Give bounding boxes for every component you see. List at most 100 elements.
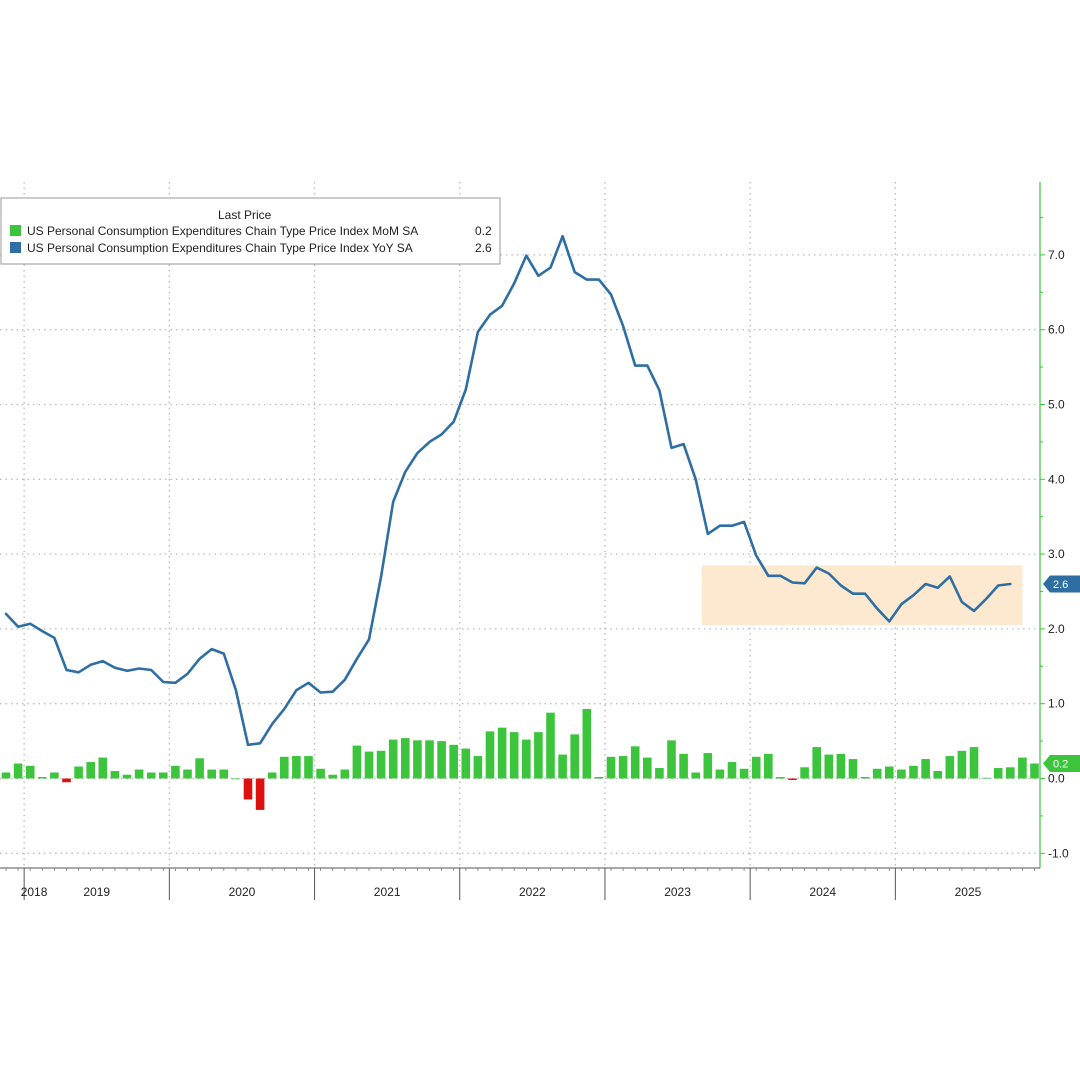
legend-swatch-yoy: [10, 242, 21, 253]
mom-bar: [364, 751, 374, 779]
mom-bar: [764, 753, 773, 779]
mom-bar: [38, 777, 47, 779]
mom-bar: [848, 759, 858, 779]
mom-bar: [945, 756, 955, 779]
mom-bar: [401, 738, 410, 779]
mom-bar-series: [1, 708, 1039, 810]
mom-bar: [13, 763, 23, 779]
yoy-line-series: [4, 234, 1012, 747]
mom-bar: [885, 766, 894, 779]
mom-bar: [485, 731, 495, 779]
y-tick-label: 4.0: [1048, 472, 1065, 486]
mom-bar: [522, 739, 531, 779]
mom-bar: [679, 753, 688, 779]
y-tick-label: 5.0: [1048, 398, 1065, 412]
x-year-label: 2024: [809, 885, 836, 899]
mom-bar: [739, 768, 749, 779]
y-tick-label: 7.0: [1048, 248, 1065, 262]
mom-bar: [449, 744, 458, 779]
mom-bar: [582, 708, 592, 779]
mom-bar: [667, 740, 676, 779]
mom-bar: [981, 777, 991, 779]
mom-bar: [824, 754, 834, 779]
mom-bar: [413, 740, 422, 779]
mom-bar: [231, 778, 241, 780]
mom-bar: [243, 778, 253, 800]
legend-label-yoy: US Personal Consumption Expenditures Cha…: [27, 241, 413, 255]
mom-bar: [921, 759, 930, 779]
legend: Last Price US Personal Consumption Expen…: [0, 197, 501, 265]
yoy-badge-text: 2.6: [1053, 579, 1068, 591]
mom-bar: [643, 757, 652, 779]
mom-bar: [534, 732, 543, 779]
mom-bar: [195, 758, 204, 779]
mom-bar: [50, 772, 59, 779]
mom-bar: [86, 762, 95, 779]
mom-bar: [546, 712, 555, 779]
yoy-badge-shape: [1043, 575, 1080, 593]
mom-bar: [727, 762, 737, 779]
mom-bar: [159, 772, 168, 779]
plot-background: [0, 182, 1040, 868]
mom-bar: [872, 768, 882, 779]
mom-bar: [255, 778, 265, 810]
x-year-label: 2018: [21, 885, 48, 899]
x-year-label: 2019: [83, 885, 110, 899]
legend-swatch-mom: [10, 225, 21, 236]
mom-bar: [703, 753, 713, 779]
mom-bar: [993, 768, 1003, 779]
mom-bar: [1, 772, 11, 779]
mom-bar: [425, 740, 434, 779]
mom-bar: [207, 769, 216, 779]
legend-value-mom: 0.2: [475, 224, 492, 238]
mom-bar: [219, 769, 229, 779]
mom-bar: [606, 756, 616, 779]
x-year-label: 2020: [229, 885, 256, 899]
mom-bar: [328, 774, 337, 779]
y-tick-label: 6.0: [1048, 323, 1065, 337]
mom-bar: [62, 778, 71, 783]
mom-bar: [788, 778, 797, 780]
x-year-label: 2025: [955, 885, 982, 899]
mom-bar: [110, 771, 120, 779]
mom-bar: [655, 768, 664, 779]
legend-header: Last Price: [218, 208, 272, 222]
mom-bar: [897, 769, 906, 779]
mom-bar: [134, 769, 144, 779]
mom-bar: [25, 765, 35, 779]
mom-bar: [558, 754, 567, 779]
mom-bar: [388, 739, 398, 779]
mom-bar: [280, 756, 289, 779]
mom-bar: [461, 748, 471, 779]
mom-bar: [570, 734, 579, 779]
y-tick-label: 3.0: [1048, 547, 1065, 561]
mom-bar: [98, 757, 108, 779]
mom-badge-shape: [1043, 755, 1080, 773]
mom-bar: [800, 767, 809, 779]
legend-label-mom: US Personal Consumption Expenditures Cha…: [27, 224, 418, 238]
yoy-last-value-badge: 2.6: [1043, 575, 1080, 593]
mom-badge-text: 0.2: [1053, 759, 1068, 771]
mom-bar: [509, 732, 519, 779]
mom-bar: [909, 765, 918, 779]
mom-bar: [751, 756, 761, 779]
y-tick-label: -1.0: [1048, 846, 1069, 860]
mom-bar: [74, 766, 83, 779]
mom-bar: [316, 768, 325, 779]
x-year-label: 2021: [374, 885, 401, 899]
mom-bar: [437, 741, 446, 779]
mom-bar: [618, 756, 628, 779]
yoy-line: [4, 234, 1012, 747]
mom-bar: [122, 774, 132, 779]
mom-bar: [1018, 757, 1027, 779]
mom-bar: [171, 765, 180, 779]
mom-bar: [715, 769, 725, 779]
mom-bar: [630, 746, 640, 779]
y-tick-label: 0.0: [1048, 772, 1065, 786]
mom-bar: [969, 747, 979, 779]
mom-bar: [304, 756, 313, 779]
legend-value-yoy: 2.6: [475, 241, 492, 255]
mom-bar: [691, 772, 700, 779]
